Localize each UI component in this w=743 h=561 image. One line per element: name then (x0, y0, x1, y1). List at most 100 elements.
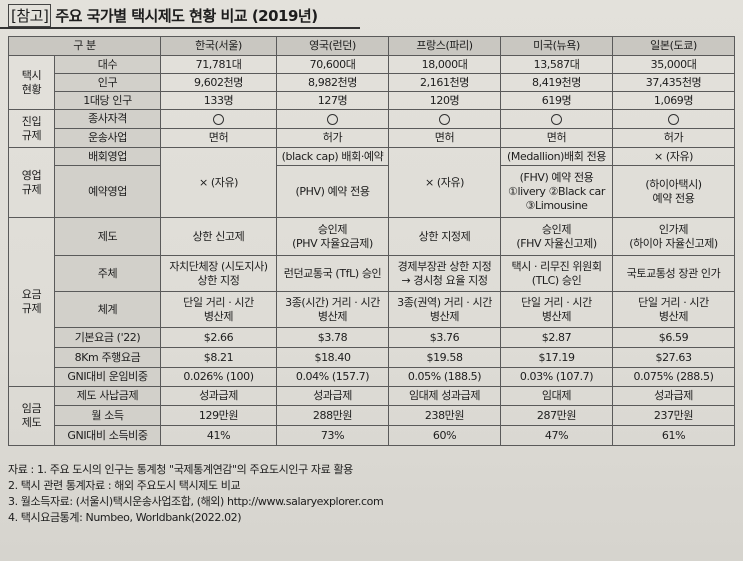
value-cell: 8,982천명 (276, 73, 390, 92)
circle-mark-icon (551, 113, 563, 125)
row-label: 주체 (53, 255, 162, 292)
value-cell: 237만원 (612, 405, 736, 426)
table-row: 예약영업 (PHV) 예약 전용 (FHV) 예약 전용 ①livery ②Black… (9, 165, 736, 218)
value-cell: (PHV) 예약 전용 (276, 165, 390, 218)
value-cell: 단일 거리 · 시간 병산제 (160, 291, 278, 328)
value-cell: 619명 (500, 91, 614, 110)
header-country: 미국(뉴욕) (500, 36, 614, 56)
value-cell: 인가제 (하이아 자율신고제) (612, 217, 736, 256)
value-cell: 238만원 (388, 405, 502, 426)
row-label: 대수 (53, 55, 162, 74)
table-row: 기본요금 ('22) $2.66 $3.78 $3.76 $2.87 $6.59 (9, 327, 736, 348)
title-tag: [참고] (8, 4, 52, 27)
value-cell: × (자유) (388, 147, 502, 218)
value-cell: 0.075% (288.5) (612, 367, 736, 387)
table-body: 구 분 한국(서울) 영국(런던) 프랑스(파리) 미국(뉴욕) 일본(도쿄) 택시 현황 대수… (7, 36, 736, 446)
value-cell: 73% (276, 425, 390, 446)
table-row: GNI대비 운임비중 0.026% (100) 0.04% (157.7) 0.05%… (9, 367, 736, 387)
value-cell: 성과급제 (612, 386, 736, 406)
table-row: 진입 규제 종사자격 (8, 109, 736, 148)
category-entry: 진입 규제 (8, 109, 55, 148)
circle-mark-icon (327, 113, 339, 125)
value-cell (276, 109, 390, 129)
value-cell: (FHV) 예약 전용 ①livery ②Black car ③Limousine (500, 165, 614, 218)
value-cell: 60% (388, 425, 502, 446)
value-cell: 성과급제 (160, 386, 278, 406)
row-label: 8Km 주행요금 (53, 347, 162, 368)
value-cell: 37,435천명 (612, 73, 736, 92)
value-cell: 47% (500, 425, 614, 446)
value-cell: (black cap) 배회·예약 (276, 147, 390, 166)
value-cell: 면허 (500, 128, 614, 148)
taxi-comparison-table: 구 분 한국(서울) 영국(런던) 프랑스(파리) 미국(뉴욕) 일본(도쿄) 택시 현황 대수… (7, 36, 736, 446)
value-cell: 0.05% (188.5) (388, 367, 502, 387)
value-cell: 0.04% (157.7) (276, 367, 390, 387)
value-cell: 자치단체장 (시도지사) 상한 지정 (160, 255, 278, 292)
header-country: 프랑스(파리) (388, 36, 502, 56)
value-cell: 9,602천명 (160, 73, 278, 92)
value-cell: 70,600대 (276, 55, 390, 74)
value-cell: 허가 (612, 128, 736, 148)
value-cell: 71,781대 (160, 55, 278, 74)
category-fare: 요금 규제 (8, 217, 55, 387)
header-country: 일본(도쿄) (612, 36, 736, 56)
value-cell: 면허 (388, 128, 502, 148)
category-wage: 임금 제도 (8, 386, 55, 446)
row-label: 배회영업 (53, 147, 162, 166)
value-cell: 단일 거리 · 시간 병산제 (612, 291, 736, 328)
value-cell: $3.78 (276, 327, 390, 348)
row-label: 예약영업 (53, 165, 162, 218)
value-cell: 택시 · 리무진 위원회 (TLC) 승인 (500, 255, 614, 292)
source-notes: 자료 : 1. 주요 도시의 인구는 통계청 "국제통계연감"의 주요도시인구 … (8, 462, 384, 526)
value-cell: $8.21 (160, 347, 278, 368)
value-cell: 8,419천명 (500, 73, 614, 92)
value-cell: 단일 거리 · 시간 병산제 (500, 291, 614, 328)
value-cell: $27.63 (612, 347, 736, 368)
value-cell: 2,161천명 (388, 73, 502, 92)
value-cell: $18.40 (276, 347, 390, 368)
row-label: 제도 사납금제 (53, 386, 162, 406)
page-title: [참고] 주요 국가별 택시제도 현황 비교 (2019년) (8, 4, 318, 27)
value-cell: 35,000대 (612, 55, 736, 74)
value-cell: 127명 (276, 91, 390, 110)
value-cell: 41% (160, 425, 278, 446)
value-cell: × (자유) (612, 147, 736, 166)
value-cell (612, 109, 736, 129)
value-cell: 상한 신고제 (160, 217, 278, 256)
value-cell: 승인제 (PHV 자율요금제) (276, 217, 390, 256)
row-label: 기본요금 ('22) (53, 327, 162, 348)
value-cell: $19.58 (388, 347, 502, 368)
table-row: 주체 자치단체장 (시도지사) 상한 지정 런던교통국 (TfL) 승인 경제부장관 상… (9, 255, 736, 292)
table-row: GNI대비 소득비중 41% 73% 60% 47% 61% (9, 425, 736, 446)
note-line: 2. 택시 관련 통계자료 : 해외 주요도시 택시제도 비교 (8, 479, 241, 492)
note-line: 3. 월소득자료: (서울시)택시운송사업조합, (해외) http://www… (8, 495, 384, 508)
title-rule (0, 27, 360, 29)
value-cell: 3종(시간) 거리 · 시간 병산제 (276, 291, 390, 328)
value-cell: 면허 (160, 128, 278, 148)
table-row: 영업 규제 배회영업 × (자유) (black cap) 배회·예약 × (자유) (Me… (8, 147, 736, 218)
value-cell: $17.19 (500, 347, 614, 368)
table-row: 8Km 주행요금 $8.21 $18.40 $19.58 $17.19 $27.63 (9, 347, 736, 368)
table-row: 임금 제도 제도 사납금제 성과급제 성과급제 임대제 성과급제 임대제 성과급제 (8, 386, 736, 446)
value-cell: $3.76 (388, 327, 502, 348)
value-cell: 18,000대 (388, 55, 502, 74)
circle-mark-icon (439, 113, 451, 125)
circle-mark-icon (213, 113, 225, 125)
value-cell: $6.59 (612, 327, 736, 348)
value-cell: 120명 (388, 91, 502, 110)
value-cell: 임대제 (500, 386, 614, 406)
header-country: 한국(서울) (160, 36, 278, 56)
value-cell: 133명 (160, 91, 278, 110)
value-cell: (하이아택시) 예약 전용 (612, 165, 736, 218)
table-row: 구 분 한국(서울) 영국(런던) 프랑스(파리) 미국(뉴욕) 일본(도쿄) (7, 36, 736, 56)
row-label: 1대당 인구 (53, 91, 162, 110)
table-row: 운송사업 면허 허가 면허 면허 허가 (9, 128, 736, 148)
value-cell (160, 109, 278, 129)
value-cell: 상한 지정제 (388, 217, 502, 256)
row-label: 운송사업 (53, 128, 162, 148)
note-line: 4. 택시요금통계: Numbeo, Worldbank(2022.02) (8, 511, 242, 524)
row-label: 종사자격 (53, 109, 162, 129)
circle-mark-icon (668, 113, 680, 125)
category-taxi: 택시 현황 (8, 55, 55, 110)
